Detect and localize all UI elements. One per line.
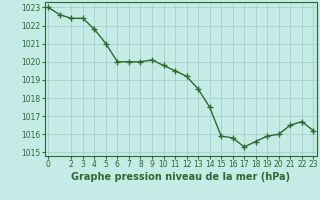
X-axis label: Graphe pression niveau de la mer (hPa): Graphe pression niveau de la mer (hPa) [71,172,290,182]
